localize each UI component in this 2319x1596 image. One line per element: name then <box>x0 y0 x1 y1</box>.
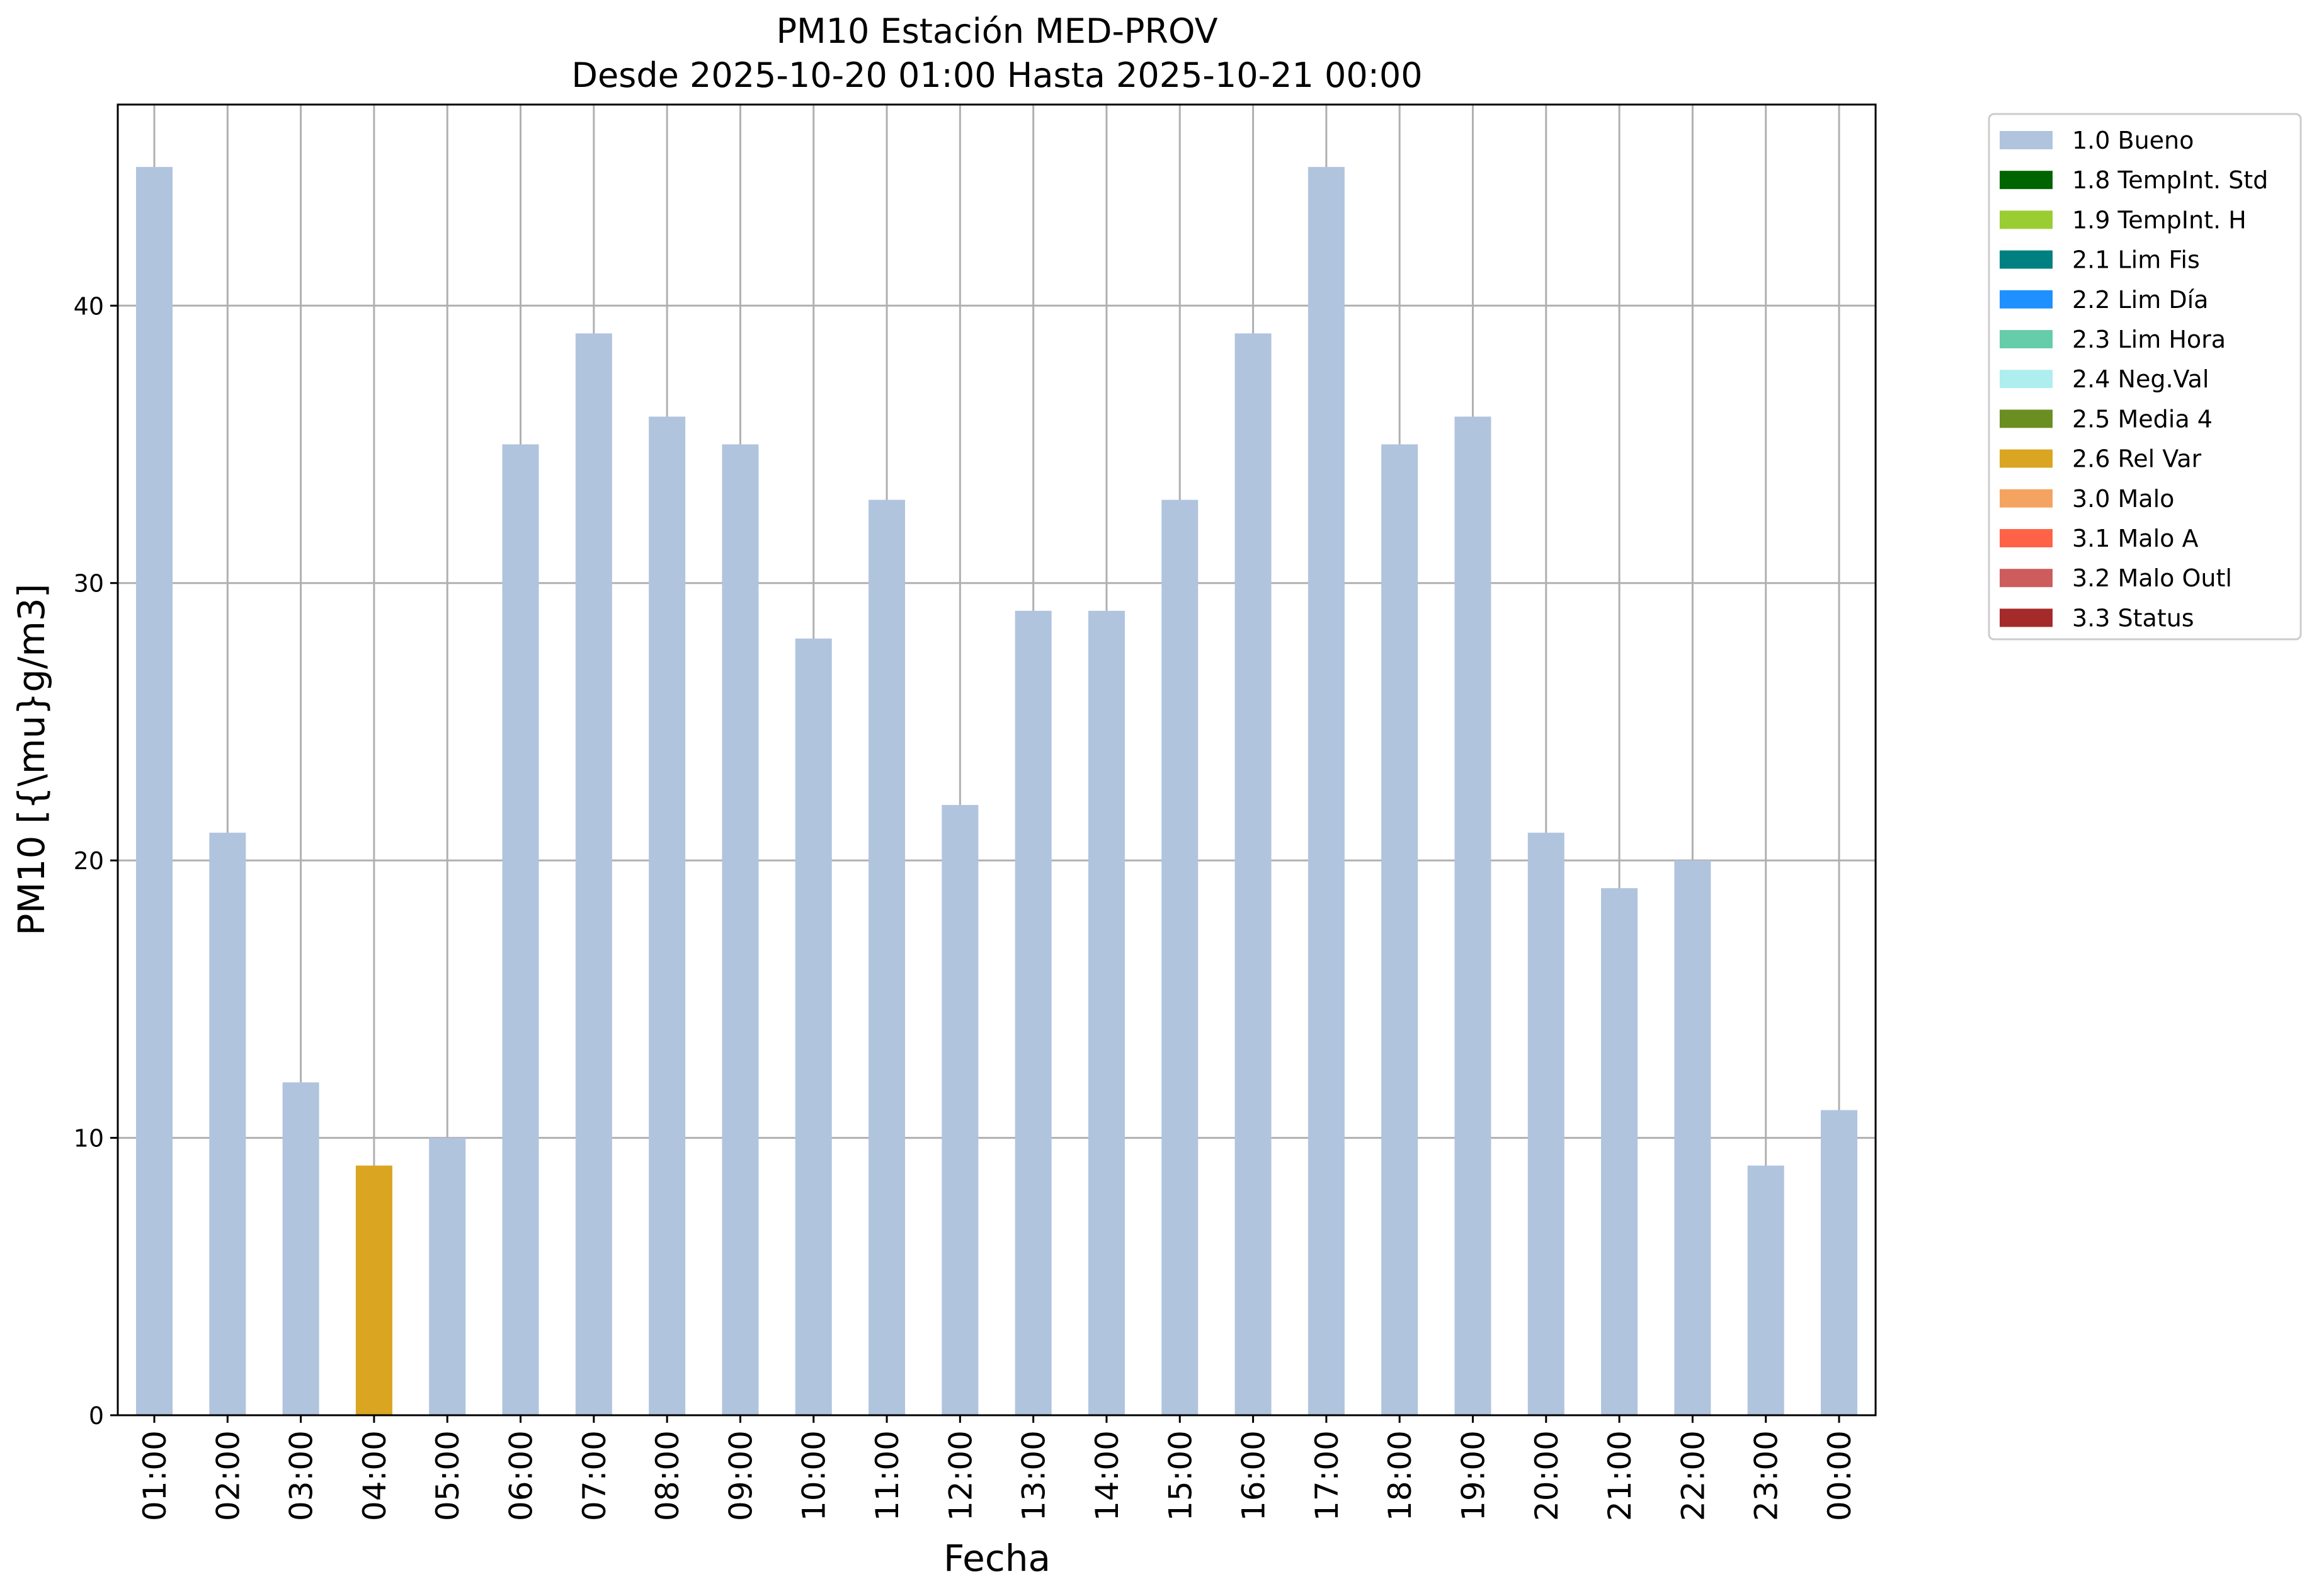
x-tick-label: 14:00 <box>1089 1430 1125 1521</box>
legend-swatch <box>2000 608 2053 627</box>
legend-swatch <box>2000 131 2053 149</box>
x-tick-label: 16:00 <box>1236 1430 1272 1521</box>
bar-series <box>136 167 1857 1416</box>
x-tick-label: 21:00 <box>1602 1430 1638 1521</box>
bar-0000 <box>1821 1110 1857 1415</box>
bar-0100 <box>136 167 173 1416</box>
y-axis-ticks: 0 10 20 30 40 <box>74 292 118 1430</box>
x-tick-label: 05:00 <box>430 1430 466 1521</box>
bar-1500 <box>1161 499 1199 1415</box>
bar-1800 <box>1381 444 1418 1415</box>
legend-label: 3.3 Status <box>2072 604 2194 632</box>
x-tick-label: 17:00 <box>1309 1430 1345 1521</box>
x-tick-label: 06:00 <box>503 1430 540 1521</box>
legend-swatch <box>2000 529 2053 547</box>
bar-0800 <box>649 416 686 1415</box>
bar-2200 <box>1674 860 1711 1415</box>
legend-swatch <box>2000 489 2053 508</box>
x-tick-label: 09:00 <box>722 1430 759 1521</box>
bar-1600 <box>1234 333 1272 1416</box>
plot-frame <box>117 103 1877 1416</box>
bar-0600 <box>502 444 539 1415</box>
y-tick-label: 40 <box>74 292 104 320</box>
x-tick-label: 04:00 <box>356 1430 393 1521</box>
bar-0400 <box>355 1165 392 1415</box>
legend-frame <box>1988 113 2302 641</box>
legend-label: 2.4 Neg.Val <box>2072 365 2209 393</box>
legend-swatch <box>2000 569 2053 588</box>
x-tick-label: 08:00 <box>649 1430 686 1521</box>
legend-swatch <box>2000 409 2053 428</box>
bar-0700 <box>575 333 612 1416</box>
x-tick-label: 11:00 <box>869 1430 906 1521</box>
legend-label: 1.8 TempInt. Std <box>2072 166 2268 194</box>
x-tick-label: 22:00 <box>1675 1430 1711 1521</box>
legend-label: 3.2 Malo Outl <box>2072 564 2232 592</box>
bar-1900 <box>1454 416 1491 1415</box>
x-tick-label: 18:00 <box>1382 1430 1418 1521</box>
x-tick-label: 02:00 <box>210 1430 246 1521</box>
bar-2000 <box>1527 833 1564 1415</box>
legend-label: 2.6 Rel Var <box>2072 445 2202 473</box>
legend-label: 2.5 Media 4 <box>2072 405 2213 433</box>
legend-label: 2.1 Lim Fis <box>2072 246 2200 274</box>
legend-swatch <box>2000 449 2053 468</box>
y-tick-label: 20 <box>74 847 104 875</box>
chart-title: PM10 Estación MED-PROV <box>776 11 1217 51</box>
bar-0900 <box>722 444 759 1415</box>
bar-1400 <box>1088 610 1125 1415</box>
x-tick-label: 20:00 <box>1529 1430 1565 1521</box>
chart-subtitle: Desde 2025-10-20 01:00 Hasta 2025-10-21 … <box>571 55 1422 95</box>
legend-swatch <box>2000 330 2053 348</box>
y-axis-label: PM10 [{\mu}g/m3] <box>10 584 53 936</box>
bar-1100 <box>869 499 906 1415</box>
x-tick-label: 12:00 <box>942 1430 979 1521</box>
legend-label: 1.0 Bueno <box>2072 127 2194 154</box>
legend-label: 2.3 Lim Hora <box>2072 326 2226 353</box>
y-tick-label: 0 <box>89 1402 104 1430</box>
bar-1200 <box>942 805 979 1415</box>
x-axis-label: Fecha <box>943 1537 1051 1580</box>
x-tick-label: 23:00 <box>1748 1430 1785 1521</box>
bar-0500 <box>429 1137 466 1415</box>
bar-0200 <box>209 833 246 1415</box>
x-axis-ticks: 01:00 02:00 03:00 04:00 05:00 06:00 07:00 08:00… <box>137 1415 1858 1521</box>
legend-swatch <box>2000 370 2053 389</box>
legend-label: 1.9 TempInt. H <box>2072 206 2247 234</box>
bar-1000 <box>795 638 832 1415</box>
x-tick-label: 03:00 <box>283 1430 320 1521</box>
legend-label: 3.1 Malo A <box>2072 525 2198 552</box>
y-tick-label: 30 <box>74 570 104 598</box>
x-tick-label: 10:00 <box>796 1430 833 1521</box>
bar-2300 <box>1747 1165 1784 1415</box>
bar-1300 <box>1015 610 1052 1415</box>
legend-label: 3.0 Malo <box>2072 485 2174 513</box>
x-tick-label: 01:00 <box>137 1430 173 1521</box>
legend-swatch <box>2000 210 2053 229</box>
bar-1700 <box>1308 167 1345 1416</box>
x-tick-label: 00:00 <box>1821 1430 1858 1521</box>
y-tick-label: 10 <box>74 1125 104 1153</box>
x-tick-label: 15:00 <box>1162 1430 1199 1521</box>
legend-swatch <box>2000 290 2053 309</box>
legend-swatch <box>2000 250 2053 269</box>
bar-0300 <box>282 1082 319 1415</box>
x-tick-label: 07:00 <box>576 1430 613 1521</box>
legend-label: 2.2 Lim Día <box>2072 286 2208 314</box>
x-tick-label: 13:00 <box>1016 1430 1052 1521</box>
legend-swatch <box>2000 171 2053 190</box>
x-tick-label: 19:00 <box>1455 1430 1491 1521</box>
bar-2100 <box>1601 888 1638 1415</box>
legend: 1.0 Bueno 1.8 TempInt. Std 1.9 TempInt. H 2… <box>1988 113 2302 641</box>
